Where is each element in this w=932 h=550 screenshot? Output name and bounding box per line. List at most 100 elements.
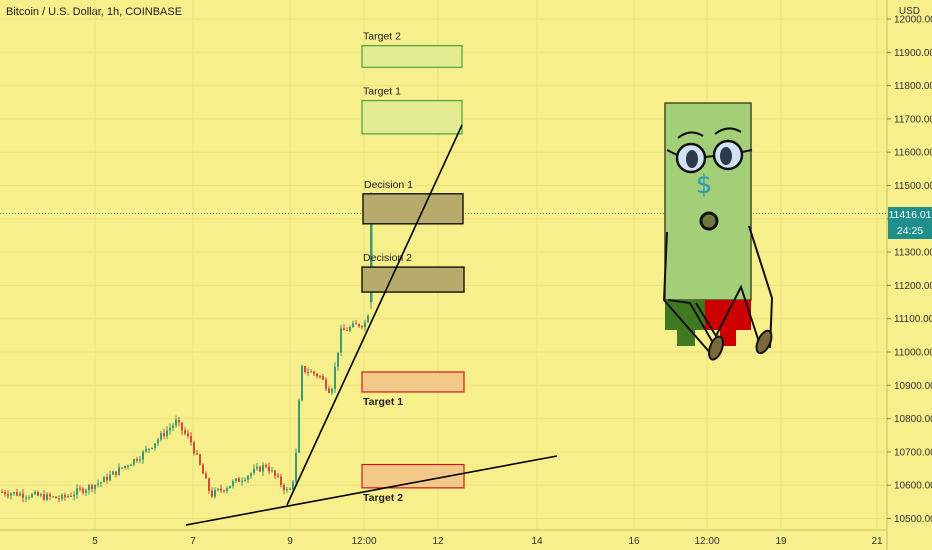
candle-body	[367, 315, 369, 323]
x-tick-label: 5	[92, 536, 98, 547]
zone-box	[361, 371, 465, 393]
candle-body	[343, 328, 345, 331]
candle-body	[16, 492, 18, 496]
candle-body	[349, 327, 351, 331]
x-tick-label: 12:00	[694, 536, 719, 547]
candle-body	[310, 371, 312, 373]
y-tick-label: 11800.00	[894, 81, 932, 92]
candle-body	[178, 419, 180, 423]
candle-body	[124, 465, 126, 468]
trend-line-steep	[286, 124, 463, 506]
candle-body	[259, 466, 261, 472]
candle-body	[298, 400, 300, 453]
svg-text:$: $	[696, 170, 713, 200]
zone-label: Target 2	[363, 31, 401, 43]
candle-body	[1, 491, 3, 493]
candle-body	[184, 430, 186, 434]
candle-body	[283, 484, 285, 491]
candle-body	[139, 459, 141, 461]
candle-body	[25, 497, 27, 499]
candle-body	[196, 453, 198, 455]
candle-body	[265, 465, 267, 467]
candle-body	[181, 422, 183, 431]
candle-body	[289, 489, 291, 491]
candle-body	[88, 485, 90, 491]
x-tick-label: 21	[871, 536, 883, 547]
candle-body	[253, 468, 255, 474]
candle-body	[235, 478, 237, 482]
candle-body	[49, 494, 51, 497]
candle-body	[52, 496, 54, 498]
candle-body	[157, 439, 159, 444]
candle-body	[142, 451, 144, 460]
countdown-badge: 24:25	[888, 223, 932, 239]
candle-body	[160, 433, 162, 440]
candle-body	[28, 497, 30, 499]
candle-body	[358, 324, 360, 327]
candle-body	[115, 471, 117, 475]
zone-box	[361, 266, 465, 293]
candle-body	[7, 494, 9, 496]
candle-body	[4, 492, 6, 495]
candle-body	[40, 494, 42, 496]
candle-body	[202, 464, 204, 474]
candle-body	[58, 498, 60, 500]
y-tick-label: 11600.00	[894, 148, 932, 159]
candle-body	[220, 488, 222, 491]
candle-body	[43, 494, 45, 500]
candle-body	[22, 493, 24, 498]
candle-body	[112, 471, 114, 475]
time-axis: 5 7 9 12:00 12 14 16 12:00 19 21	[0, 529, 887, 547]
x-tick-label: 19	[775, 536, 787, 547]
zone-label: Decision 2	[363, 252, 412, 264]
candle-body	[247, 475, 249, 480]
candle-body	[205, 473, 207, 479]
candle-body	[352, 323, 354, 328]
candle-body	[226, 488, 228, 492]
x-tick-label: 16	[628, 536, 640, 547]
candle-body	[127, 465, 129, 467]
y-tick-label: 10500.00	[894, 514, 932, 525]
candle-body	[85, 490, 87, 493]
candle-body	[46, 494, 48, 500]
candle-body	[364, 322, 366, 327]
zone-label: Decision 1	[364, 179, 413, 191]
candle-body	[328, 388, 330, 393]
candle-body	[94, 484, 96, 490]
candle-body	[133, 458, 135, 465]
x-tick-label: 14	[531, 536, 543, 547]
candle-body	[61, 494, 63, 499]
candle-body	[82, 488, 84, 493]
y-tick-label: 11900.00	[894, 48, 932, 59]
candle-body	[250, 473, 252, 476]
y-tick-label: 11300.00	[894, 248, 932, 259]
current-price-badge: 11416.01	[888, 207, 932, 223]
candle-body	[322, 376, 324, 380]
candle-body	[166, 430, 168, 437]
candle-body	[223, 490, 225, 492]
candle-body	[154, 443, 156, 448]
candle-body	[13, 492, 15, 494]
candle-body	[97, 483, 99, 485]
candle-body	[280, 476, 282, 485]
zone-box	[361, 99, 463, 135]
candle-body	[307, 372, 309, 374]
price-axis: 10500.00 10600.00 10700.00 10800.00 10900.00…	[886, 0, 932, 550]
x-tick-label: 12:00	[351, 536, 376, 547]
grid	[0, 0, 887, 530]
candle-body	[79, 488, 81, 490]
candle-body	[301, 366, 303, 401]
candle-body	[214, 489, 216, 497]
x-tick-label: 7	[190, 536, 196, 547]
y-tick-label: 10800.00	[894, 414, 932, 425]
candle-body	[274, 470, 276, 476]
candle-body	[313, 371, 315, 374]
candle-body	[199, 454, 201, 465]
candle-body	[19, 493, 21, 496]
zones: Target 2 Target 1 Decision 1 Decision 2 Targ…	[361, 31, 465, 504]
y-tick-label: 11000.00	[894, 348, 932, 359]
candle-body	[136, 458, 138, 461]
candle-body	[193, 442, 195, 454]
candle-body	[172, 425, 174, 428]
